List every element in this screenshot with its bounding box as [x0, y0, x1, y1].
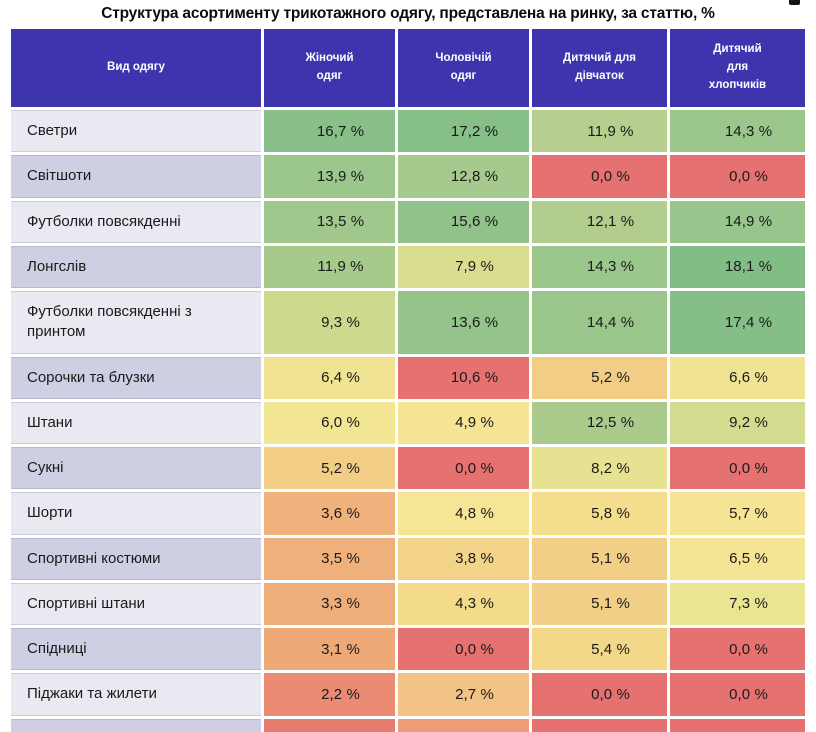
value-cell: 2,2 % — [264, 673, 395, 716]
value-cell: 6,4 % — [264, 356, 395, 399]
value-cell: 5,2 % — [532, 356, 667, 399]
category-cell: Шорти — [11, 492, 261, 535]
value-cell: 0,0 % — [532, 673, 667, 716]
value-cell: 7,9 % — [398, 245, 529, 288]
column-header-category: Вид одягу — [11, 29, 261, 107]
value-cell: 4,3 % — [398, 582, 529, 625]
value-cell: 5,1 % — [532, 582, 667, 625]
column-header: Дитячий для дівчаток — [532, 29, 667, 107]
value-cell: 5,7 % — [670, 492, 805, 535]
value-cell: 15,6 % — [398, 200, 529, 243]
value-cell: 5,8 % — [532, 492, 667, 535]
value-cell: 11,9 % — [264, 245, 395, 288]
category-cell: Сукні — [11, 447, 261, 490]
value-cell: 9,2 % — [670, 401, 805, 444]
table-row: Сукні 5,2 % 0,0 % 8,2 % 0,0 % — [11, 447, 805, 490]
value-cell: 5,1 % — [532, 537, 667, 580]
table-row: Світшоти 13,9 % 12,8 % 0,0 % 0,0 % — [11, 155, 805, 198]
table-row: Спідниці 3,1 % 0,0 % 5,4 % 0,0 % — [11, 628, 805, 671]
assortment-table: Вид одягу Жіночий одяг Чоловічій одяг Дитяч… — [8, 26, 808, 732]
value-cell: 1,2 % — [264, 718, 395, 732]
value-cell: 5,4 % — [532, 628, 667, 671]
table-row: Штани 6,0 % 4,9 % 12,5 % 9,2 % — [11, 401, 805, 444]
table-header-row: Вид одягу Жіночий одяг Чоловічій одяг Дитяч… — [11, 29, 805, 107]
value-cell: 6,5 % — [670, 537, 805, 580]
value-cell: 0,0 % — [532, 155, 667, 198]
value-cell: 0,0 % — [670, 673, 805, 716]
value-cell: 13,6 % — [398, 291, 529, 354]
value-cell: 1,8 % — [398, 718, 529, 732]
value-cell: 0,0 % — [670, 447, 805, 490]
cropped-text-artifact — [789, 0, 800, 5]
value-cell: 3,8 % — [398, 537, 529, 580]
category-cell: Піджаки та жилети — [11, 673, 261, 716]
table-row: Спортивні штани 3,3 % 4,3 % 5,1 % 7,3 % — [11, 582, 805, 625]
value-cell: 4,8 % — [398, 492, 529, 535]
value-cell: 14,3 % — [532, 245, 667, 288]
category-cell: Сорочки та блузки — [11, 356, 261, 399]
table-row: Ділові костюми1,2 %1,8 %0,0 %0,0 % — [11, 718, 805, 732]
value-cell: 14,4 % — [532, 291, 667, 354]
value-cell: 14,3 % — [670, 110, 805, 153]
category-cell: Лонгслів — [11, 245, 261, 288]
value-cell: 10,6 % — [398, 356, 529, 399]
table-title: Структура асортименту трикотажного одягу… — [101, 5, 715, 22]
category-cell: Светри — [11, 110, 261, 153]
value-cell: 12,5 % — [532, 401, 667, 444]
column-header: Дитячий для хлопчиків — [670, 29, 805, 107]
value-cell: 4,9 % — [398, 401, 529, 444]
value-cell: 9,3 % — [264, 291, 395, 354]
value-cell: 0,0 % — [670, 628, 805, 671]
value-cell: 0,0 % — [670, 718, 805, 732]
value-cell: 3,6 % — [264, 492, 395, 535]
category-cell: Спортивні костюми — [11, 537, 261, 580]
category-cell: Футболки повсякденні з принтом — [11, 291, 261, 354]
table-row: Светри 16,7 % 17,2 % 11,9 % 14,3 % — [11, 110, 805, 153]
table-row: Футболки повсякденні з принтом 9,3 % 13,6 … — [11, 291, 805, 354]
value-cell: 8,2 % — [532, 447, 667, 490]
value-cell: 6,6 % — [670, 356, 805, 399]
value-cell: 14,9 % — [670, 200, 805, 243]
table-row: Сорочки та блузки 6,4 % 10,6 % 5,2 % 6,6 % — [11, 356, 805, 399]
table-row: Лонгслів 11,9 % 7,9 % 14,3 % 18,1 % — [11, 245, 805, 288]
column-header: Чоловічій одяг — [398, 29, 529, 107]
value-cell: 17,4 % — [670, 291, 805, 354]
value-cell: 0,0 % — [532, 718, 667, 732]
category-cell: Спідниці — [11, 628, 261, 671]
category-cell: Спортивні штани — [11, 582, 261, 625]
value-cell: 3,3 % — [264, 582, 395, 625]
value-cell: 6,0 % — [264, 401, 395, 444]
category-cell: Ділові костюми — [11, 718, 261, 732]
table-row: Шорти 3,6 % 4,8 % 5,8 % 5,7 % — [11, 492, 805, 535]
value-cell: 0,0 % — [398, 628, 529, 671]
value-cell: 0,0 % — [398, 447, 529, 490]
value-cell: 3,5 % — [264, 537, 395, 580]
table-row: Піджаки та жилети 2,2 % 2,7 % 0,0 % 0,0 % — [11, 673, 805, 716]
value-cell: 18,1 % — [670, 245, 805, 288]
value-cell: 7,3 % — [670, 582, 805, 625]
value-cell: 12,1 % — [532, 200, 667, 243]
value-cell: 0,0 % — [670, 155, 805, 198]
category-cell: Футболки повсякденні — [11, 200, 261, 243]
value-cell: 17,2 % — [398, 110, 529, 153]
value-cell: 13,5 % — [264, 200, 395, 243]
table-row: Спортивні костюми 3,5 % 3,8 % 5,1 % 6,5 % — [11, 537, 805, 580]
value-cell: 5,2 % — [264, 447, 395, 490]
value-cell: 11,9 % — [532, 110, 667, 153]
value-cell: 2,7 % — [398, 673, 529, 716]
category-cell: Світшоти — [11, 155, 261, 198]
value-cell: 16,7 % — [264, 110, 395, 153]
table-row: Футболки повсякденні 13,5 % 15,6 % 12,1 % 14… — [11, 200, 805, 243]
value-cell: 12,8 % — [398, 155, 529, 198]
column-header: Жіночий одяг — [264, 29, 395, 107]
value-cell: 13,9 % — [264, 155, 395, 198]
value-cell: 3,1 % — [264, 628, 395, 671]
category-cell: Штани — [11, 401, 261, 444]
